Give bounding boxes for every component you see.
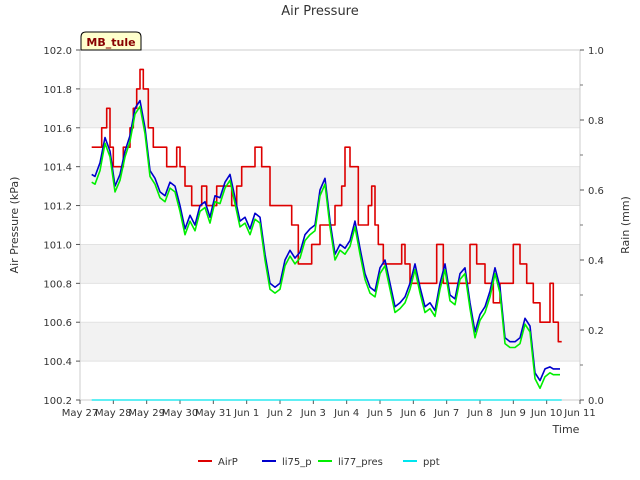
series-line-li77-pres xyxy=(91,105,560,390)
y2-tick-label: 0.6 xyxy=(588,186,604,197)
y-tick-label: 101.6 xyxy=(43,124,72,135)
y2-tick-label: 0.8 xyxy=(588,116,604,127)
grid-band xyxy=(80,361,580,400)
x-axis-label: Time xyxy=(552,423,580,436)
x-tick-label: May 27 xyxy=(62,408,99,419)
x-tick-label: May 28 xyxy=(95,408,132,419)
x-tick-label: Jun 1 xyxy=(233,408,259,419)
y-tick-label: 101.0 xyxy=(43,240,72,251)
y2-tick-label: 0.2 xyxy=(588,326,604,337)
x-tick-label: Jun 3 xyxy=(300,408,326,419)
legend-label: li75_p xyxy=(282,457,312,468)
y2-tick-label: 1.0 xyxy=(588,46,604,57)
y-tick-label: 102.0 xyxy=(43,46,72,57)
y-tick-label: 100.4 xyxy=(43,357,72,368)
x-tick-label: Jun 6 xyxy=(400,408,426,419)
legend: AirP li75_p li77_pres ppt xyxy=(198,457,440,468)
y-tick-label: 101.8 xyxy=(43,85,72,96)
y2-tick-label: 0.4 xyxy=(588,256,604,267)
x-tick-label: Jun 2 xyxy=(266,408,292,419)
legend-label: ppt xyxy=(423,457,440,468)
y-axis-label: Air Pressure (kPa) xyxy=(8,177,21,274)
series-line-airp xyxy=(91,68,562,343)
x-tick-label: Jun 4 xyxy=(333,408,359,419)
x-tick-label: May 31 xyxy=(195,408,232,419)
y-tick-label: 100.2 xyxy=(43,396,72,407)
legend-label: li77_pres xyxy=(338,457,383,468)
grid-band xyxy=(80,166,580,206)
grid-band xyxy=(80,244,580,284)
grid-band xyxy=(80,322,580,362)
x-tick-label: Jun 8 xyxy=(466,408,492,419)
grid-band xyxy=(80,283,580,323)
grid-band xyxy=(80,50,580,89)
site-badge-label: MB_tule xyxy=(86,36,135,49)
site-badge: MB_tule xyxy=(80,31,142,51)
y-tick-label: 101.2 xyxy=(43,202,72,213)
series-lines xyxy=(91,68,562,401)
x-tick-label: May 29 xyxy=(128,408,165,419)
y2-axis-label: Rain (mm) xyxy=(619,196,632,254)
right-axis-ticks: 0.0 0.2 0.4 0.6 0.8 1.0 xyxy=(580,46,604,407)
grid-band xyxy=(80,88,580,128)
x-tick-label: Jun 10 xyxy=(530,408,563,419)
x-tick-label: Jun 9 xyxy=(500,408,526,419)
chart-title: Air Pressure xyxy=(281,4,359,19)
x-tick-label: Jun 5 xyxy=(366,408,392,419)
y2-tick-label: 0.0 xyxy=(588,396,604,407)
y-tick-label: 100.8 xyxy=(43,279,72,290)
site-badge-box xyxy=(80,31,142,51)
x-tick-label: Jun 7 xyxy=(433,408,459,419)
x-tick-label: May 30 xyxy=(162,408,199,419)
x-tick-label: Jun 11 xyxy=(563,408,596,419)
y-tick-label: 101.4 xyxy=(43,163,72,174)
y-tick-label: 100.6 xyxy=(43,318,72,329)
left-axis-ticks: 100.2 100.4 100.6 100.8 101.0 101.2 101.4 101.6… xyxy=(43,46,80,407)
legend-label: AirP xyxy=(218,457,238,468)
